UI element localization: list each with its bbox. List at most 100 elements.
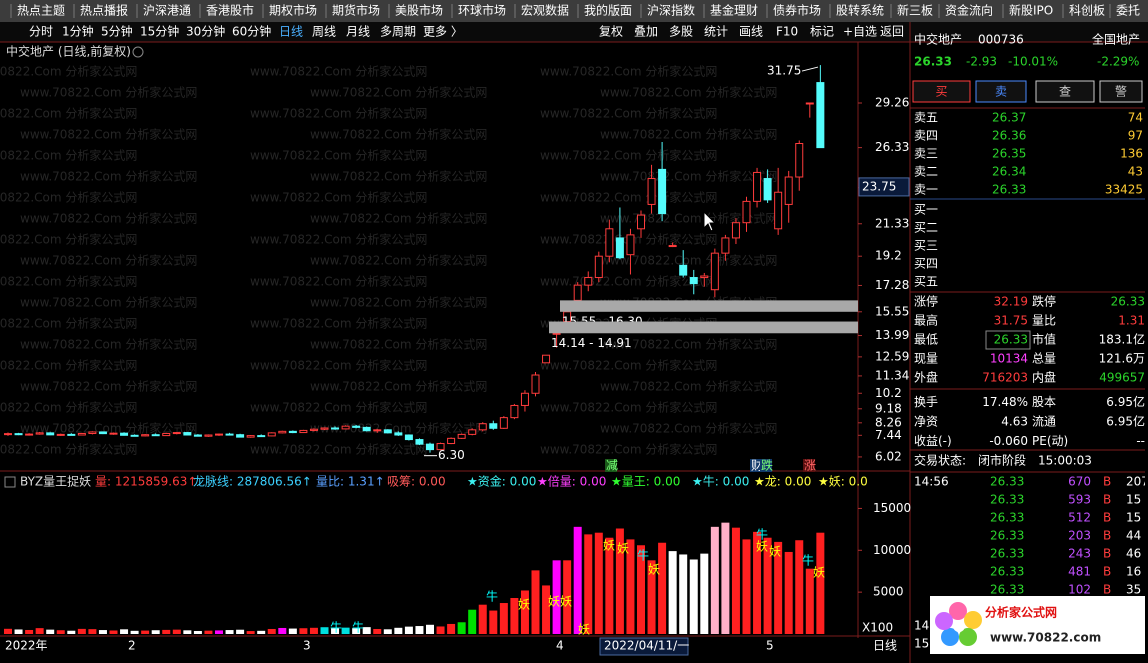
volume-bar bbox=[352, 628, 361, 634]
title-toggle[interactable] bbox=[132, 46, 144, 58]
candle-body bbox=[731, 222, 740, 239]
volume-bar bbox=[510, 598, 519, 634]
menu-item[interactable]: 债券市场 bbox=[773, 3, 821, 18]
volume-bar bbox=[795, 540, 804, 634]
menu-item[interactable]: 环球市场 bbox=[458, 3, 506, 18]
period-tab[interactable]: 分时 bbox=[29, 25, 53, 39]
toolbar-button[interactable]: +自选 bbox=[843, 25, 877, 39]
candle-body bbox=[542, 354, 551, 364]
period-tab[interactable]: 多周期 bbox=[380, 25, 416, 39]
candle-body bbox=[721, 237, 730, 254]
y-tick-label: 10000 bbox=[873, 543, 911, 557]
volume-bar bbox=[615, 528, 624, 634]
menu-item[interactable]: 新三板 bbox=[897, 3, 933, 18]
stat-label: 市值 bbox=[1032, 332, 1056, 347]
tick-price: 26.33 bbox=[990, 511, 1024, 525]
candle-body bbox=[46, 432, 55, 436]
toolbar-button[interactable]: 复权 bbox=[599, 25, 623, 39]
volume-bar bbox=[193, 630, 202, 634]
toolbar-button[interactable]: 返回 bbox=[880, 25, 904, 39]
watermark: www.70822.Com 分析家公式网 bbox=[20, 379, 197, 394]
gap-zone bbox=[549, 321, 858, 334]
toolbar-button[interactable]: 标记 bbox=[810, 25, 834, 39]
period-tab[interactable]: 1分钟 bbox=[62, 24, 94, 39]
toolbar-button[interactable]: 统计 bbox=[704, 25, 728, 39]
volume-bar bbox=[668, 551, 677, 634]
toolbar-button[interactable]: 叠加 bbox=[634, 25, 658, 39]
menu-item[interactable]: 热点播报 bbox=[80, 3, 128, 18]
menu-item[interactable]: 新股IPO bbox=[1009, 3, 1053, 18]
menu-item[interactable]: 沪深港通 bbox=[143, 4, 191, 18]
menu-item[interactable]: 资金流向 bbox=[945, 3, 993, 18]
volume-marker: 牛 bbox=[802, 553, 814, 568]
menu-item[interactable]: 宏观数据 bbox=[521, 3, 569, 18]
toolbar-button[interactable]: 多股 bbox=[669, 25, 693, 39]
watermark: www.70822.Com 分析家公式网 bbox=[540, 148, 717, 163]
event-tag-label: 涨 bbox=[804, 458, 816, 473]
period-tab[interactable]: 30分钟 bbox=[186, 24, 225, 39]
candle-body bbox=[499, 417, 508, 429]
candle-body bbox=[109, 432, 118, 435]
volume-bar bbox=[98, 630, 107, 634]
volume-bar bbox=[141, 630, 150, 634]
candle-body bbox=[204, 434, 213, 437]
watermark: www.70822.Com 分析家公式网 bbox=[0, 148, 137, 163]
menu-item[interactable]: 科创板 bbox=[1069, 4, 1105, 18]
candle-body bbox=[489, 423, 498, 429]
trade-button[interactable] bbox=[912, 80, 971, 103]
event-tag[interactable] bbox=[803, 459, 815, 472]
menu-item[interactable]: 委托 bbox=[1116, 4, 1140, 18]
menu-item[interactable]: 股转系统 bbox=[836, 3, 884, 18]
change-pct: -10.01% bbox=[1008, 55, 1058, 69]
toolbar-button[interactable]: 画线 bbox=[739, 25, 763, 39]
candle-body bbox=[478, 423, 487, 431]
y-tick-label: 5000 bbox=[873, 585, 904, 599]
volume-bar bbox=[468, 609, 477, 634]
volume-bar bbox=[88, 629, 97, 634]
period-tab[interactable]: 5分钟 bbox=[101, 24, 133, 39]
watermark: www.70822.Com 分析家公式网 bbox=[310, 421, 487, 436]
period-tab[interactable]: 日线 bbox=[279, 25, 303, 39]
ask-volume: 136 bbox=[1120, 147, 1143, 161]
watermark: www.70822.Com 分析家公式网 bbox=[310, 337, 487, 352]
menu-item[interactable]: 我的版面 bbox=[584, 3, 632, 18]
menu-item[interactable]: 沪深指数 bbox=[647, 3, 695, 18]
menu-item[interactable]: 热点主题 bbox=[17, 4, 65, 18]
period-tab[interactable]: 15分钟 bbox=[140, 24, 179, 39]
candle-body bbox=[605, 228, 614, 257]
trade-button[interactable] bbox=[1099, 80, 1143, 103]
volume-marker: 牛 bbox=[330, 620, 342, 635]
indicator-title: BYZ量王捉妖 bbox=[20, 474, 91, 489]
event-tag[interactable] bbox=[605, 459, 617, 472]
menu-item[interactable]: 香港股市 bbox=[206, 3, 254, 18]
menu-item[interactable]: 期货市场 bbox=[332, 3, 380, 18]
toolbar-button[interactable]: F10 bbox=[776, 25, 798, 39]
period-tab[interactable]: 60分钟 bbox=[232, 24, 271, 39]
watermark: www.70822.Com 分析家公式网 bbox=[310, 379, 487, 394]
volume-bar bbox=[447, 623, 456, 634]
period-tab[interactable]: 更多 〉 bbox=[423, 25, 463, 39]
tick-price: 26.33 bbox=[990, 583, 1024, 597]
watermark: www.70822.Com 分析家公式网 bbox=[20, 211, 197, 226]
stat-label: 内盘 bbox=[1032, 370, 1056, 385]
watermark: www.70822.Com 分析家公式网 bbox=[310, 253, 487, 268]
event-tag[interactable] bbox=[750, 459, 762, 472]
tick-price: 26.33 bbox=[990, 493, 1024, 507]
volume-bar bbox=[573, 526, 582, 634]
stat-value: 32.19 bbox=[994, 295, 1028, 309]
watermark: www.70822.Com 分析家公式网 bbox=[310, 295, 487, 310]
candle-body bbox=[457, 433, 466, 439]
trade-button[interactable] bbox=[1035, 80, 1095, 103]
watermark: www.70822.Com 分析家公式网 bbox=[0, 232, 137, 247]
period-tab[interactable]: 周线 bbox=[312, 25, 336, 39]
menu-item[interactable]: 美股市场 bbox=[395, 3, 443, 18]
watermark: www.70822.Com 分析家公式网 bbox=[600, 379, 777, 394]
event-tag[interactable] bbox=[760, 459, 772, 472]
volume-bar bbox=[331, 628, 340, 634]
y-tick-label: 17.28 bbox=[875, 278, 909, 292]
menu-item[interactable]: 基金理财 bbox=[710, 3, 758, 18]
trade-button[interactable] bbox=[975, 80, 1027, 103]
period-tab[interactable]: 月线 bbox=[346, 25, 370, 39]
menu-item[interactable]: 期权市场 bbox=[269, 3, 317, 18]
volume-bar bbox=[647, 560, 656, 634]
